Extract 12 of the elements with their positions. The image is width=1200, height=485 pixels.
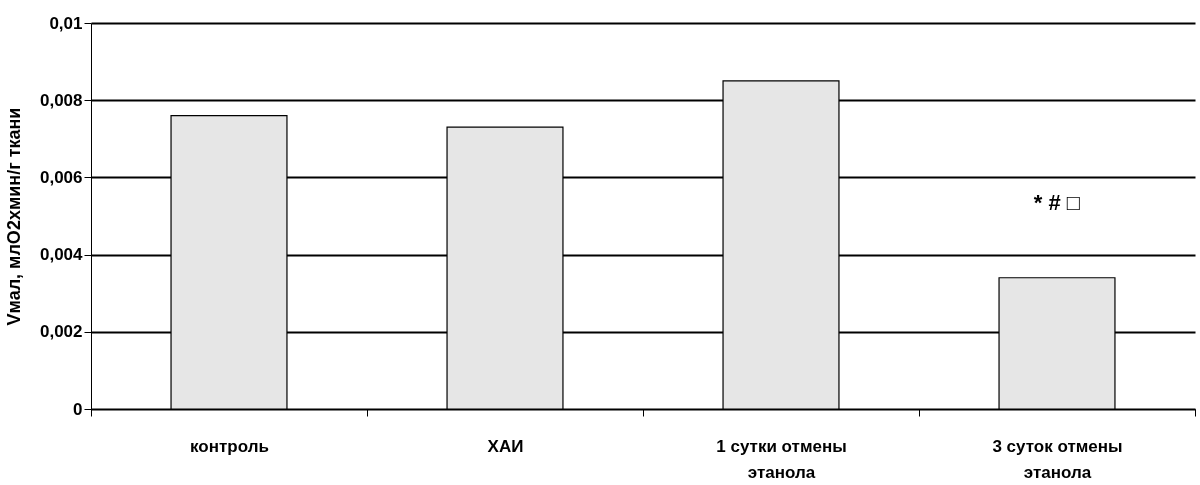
y-tick-label: 0,01 — [49, 13, 83, 33]
x-tick-label: ХАИ — [487, 436, 524, 456]
y-tick-label: 0,002 — [39, 322, 83, 342]
y-tick-label: 0 — [73, 399, 83, 419]
x-tick-label: контроль — [190, 436, 269, 456]
x-tick-label: 1 сутки отмены этанола — [716, 436, 847, 482]
y-axis-title: Vмал, млО2хмин/г ткани — [3, 107, 24, 326]
x-tick-label: 3 суток отмены этанола — [992, 436, 1123, 482]
y-tick-label: 0,008 — [39, 90, 83, 110]
y-tick-label: 0,006 — [39, 167, 83, 187]
y-tick-label: 0,004 — [39, 245, 84, 265]
text: * # □ — [1033, 190, 1081, 215]
